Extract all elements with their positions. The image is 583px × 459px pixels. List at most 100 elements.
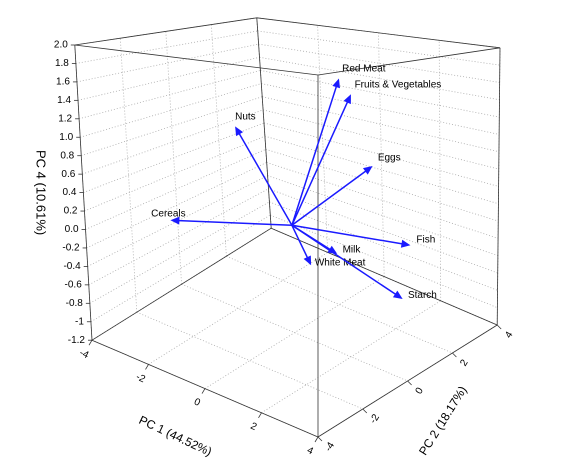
x-tick-label: -4 <box>78 347 91 361</box>
vector <box>235 126 293 226</box>
z-tick-label: -0.6 <box>65 279 83 290</box>
vector-label: Fish <box>416 235 435 246</box>
box-edge <box>256 17 272 229</box>
arrow-head <box>332 78 340 89</box>
z-tick-label: 1.2 <box>58 113 72 124</box>
grid-line <box>86 162 267 249</box>
z-tick-label: -0.4 <box>63 261 81 272</box>
box-edge <box>74 44 319 76</box>
z-axis-title: PC 4 (10.61%) <box>34 150 49 235</box>
grid-line <box>87 175 268 267</box>
grid-line <box>84 135 266 212</box>
grid-line <box>81 96 263 157</box>
vector-label: Milk <box>343 245 362 256</box>
vector-shaft <box>291 83 338 226</box>
vector <box>291 224 403 299</box>
vector-shaft <box>291 168 369 226</box>
grid-line <box>204 276 385 389</box>
z-tick-label: 1.6 <box>56 77 70 88</box>
vector <box>291 94 351 226</box>
grid-line <box>226 255 453 354</box>
box-edge <box>496 47 501 326</box>
vector-label: Fruits & Vegetables <box>355 79 442 90</box>
grid-line <box>261 300 441 414</box>
grid-line <box>75 30 258 64</box>
box-edge <box>256 17 501 49</box>
z-tick-label: -1.2 <box>68 335 86 346</box>
tick-mark <box>496 324 502 330</box>
tick-mark <box>314 436 319 443</box>
grid-line <box>261 83 500 135</box>
grid-line <box>148 252 328 365</box>
x-tick-label: 0 <box>192 397 202 410</box>
arrow-head <box>400 239 411 248</box>
vector-label: Eggs <box>378 152 401 163</box>
y-tick-label: -4 <box>323 440 337 454</box>
x-tick-label: 2 <box>249 421 259 434</box>
arrow-head <box>170 216 180 225</box>
arrow-head <box>235 126 244 137</box>
grid-line <box>89 201 270 304</box>
y-tick-label: 0 <box>414 385 427 396</box>
tick-mark <box>258 412 262 419</box>
vector-label: Cereals <box>151 209 185 220</box>
y-axis-title: PC 2 (18.17%) <box>416 383 470 457</box>
vector-shaft <box>291 224 399 297</box>
vector-shaft <box>291 224 310 261</box>
tick-mark <box>88 339 93 346</box>
z-tick-label: 0.4 <box>62 187 76 198</box>
grid-line <box>317 25 329 253</box>
z-tick-label: 1.8 <box>55 58 69 69</box>
grid-line <box>264 135 499 205</box>
z-tick-label: 2.0 <box>54 40 68 51</box>
vector-shaft <box>237 131 293 226</box>
vector-label: White Meat <box>315 258 366 269</box>
vector-label: Starch <box>408 290 437 301</box>
x-tick-label: 4 <box>305 445 315 458</box>
vector <box>291 224 411 248</box>
y-tick-label: -2 <box>368 412 382 426</box>
tick-mark <box>362 408 368 414</box>
vector-shaft <box>291 99 350 226</box>
z-tick-label: -0.2 <box>62 243 80 254</box>
vector <box>291 78 340 226</box>
grid-line <box>76 43 259 83</box>
y-tick-label: 4 <box>503 329 516 340</box>
vector <box>291 166 373 226</box>
grid-line <box>77 56 260 101</box>
grid-line <box>165 31 182 285</box>
z-tick-label: 0.8 <box>60 150 74 161</box>
tick-mark <box>452 352 457 358</box>
box-edge <box>74 17 257 46</box>
arrow-head <box>303 255 312 266</box>
z-tick-label: -1 <box>75 316 84 327</box>
grid-line <box>82 109 264 175</box>
box-edge <box>317 47 501 76</box>
y-tick-label: 2 <box>458 357 471 368</box>
vector-label: Red Meat <box>342 63 386 74</box>
grid-line <box>181 283 408 382</box>
vector-label: Nuts <box>235 112 256 123</box>
box-edge <box>271 227 498 326</box>
arrow-head <box>392 290 403 299</box>
grid-line <box>270 214 498 309</box>
vector <box>170 216 292 227</box>
grid-line <box>262 96 500 153</box>
tick-mark <box>201 388 206 394</box>
z-tick-label: 1.0 <box>59 132 73 143</box>
vector-shaft <box>291 224 405 245</box>
vector-shaft <box>176 219 292 227</box>
arrow-head <box>343 94 351 105</box>
x-axis-title: PC 1 (44.52%) <box>137 413 214 459</box>
grid-line <box>119 38 138 313</box>
z-tick-label: 0.2 <box>64 206 78 217</box>
grid-line <box>88 188 269 286</box>
grid-line <box>136 311 363 410</box>
tick-mark <box>317 436 323 442</box>
vector <box>291 224 312 266</box>
tick-mark <box>145 364 149 370</box>
tick-mark <box>407 380 412 386</box>
box-edge <box>91 227 272 341</box>
arrow-head <box>327 245 338 254</box>
